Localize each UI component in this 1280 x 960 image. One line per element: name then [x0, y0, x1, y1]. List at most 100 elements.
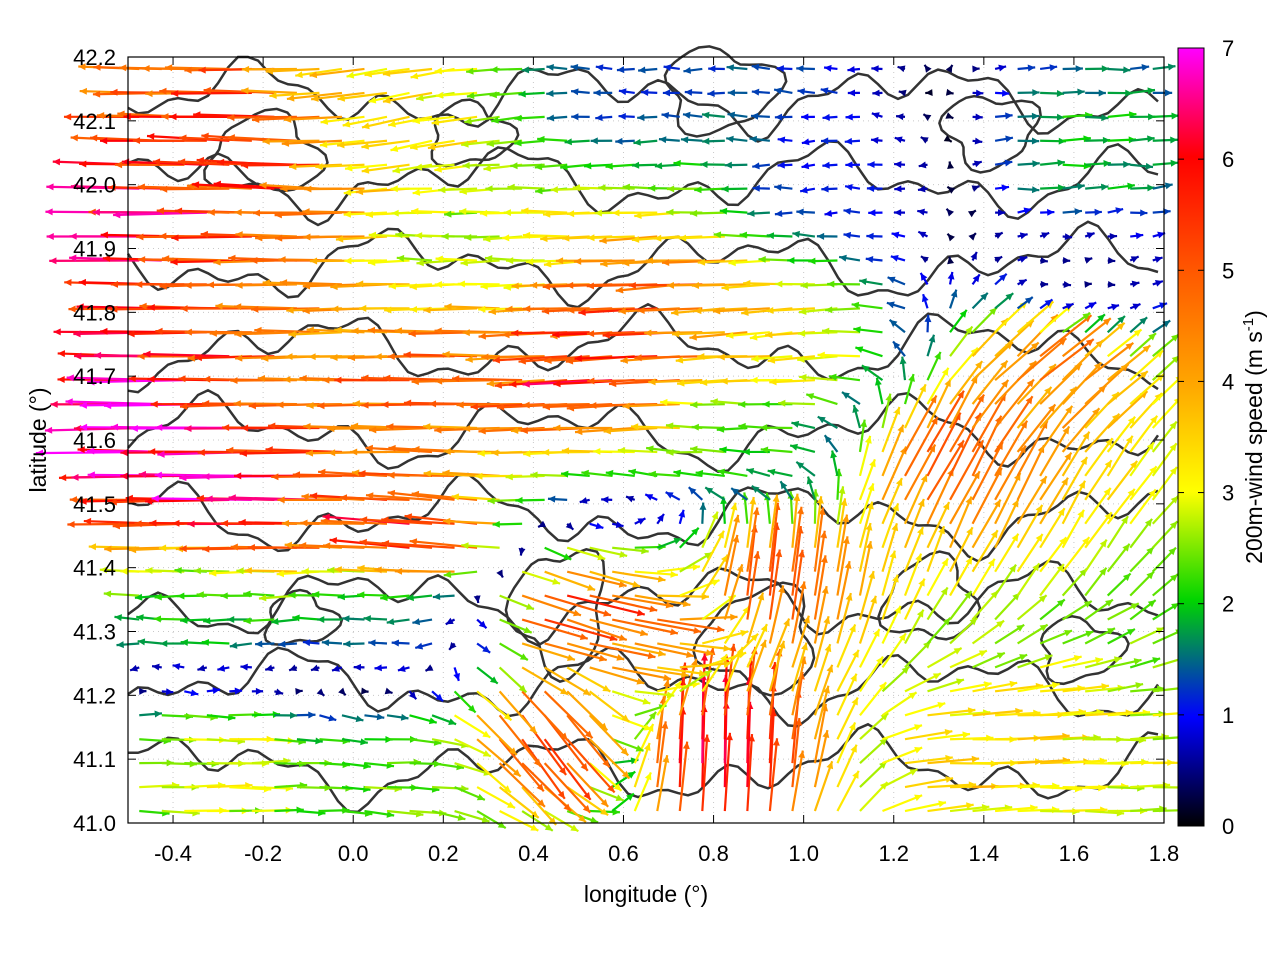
- wind-arrow: [243, 617, 275, 625]
- wind-arrow: [791, 642, 808, 692]
- wind-arrow: [461, 542, 500, 550]
- wind-arrow: [543, 690, 594, 739]
- wind-arrow: [217, 664, 230, 672]
- wind-arrow: [612, 757, 639, 765]
- wind-arrow: [589, 786, 624, 802]
- wind-arrow: [843, 231, 861, 239]
- wind-arrow: [498, 666, 528, 694]
- wind-arrow: [701, 734, 711, 812]
- wind-arrow: [288, 330, 343, 338]
- wind-arrow: [949, 393, 985, 453]
- wind-arrow: [1084, 341, 1135, 382]
- wind-arrow: [288, 664, 298, 672]
- wind-arrow: [926, 334, 936, 357]
- wind-arrow: [180, 639, 207, 646]
- wind-arrow: [691, 423, 725, 431]
- wind-arrow: [946, 233, 955, 242]
- wind-arrow: [319, 714, 337, 722]
- wind-arrow: [339, 494, 410, 502]
- wind-arrow: [566, 714, 611, 768]
- wind-arrow: [695, 469, 725, 477]
- wind-arrow: [103, 590, 140, 598]
- wind-arrow: [1062, 312, 1091, 334]
- wind-arrow: [971, 306, 998, 334]
- wind-arrow: [234, 330, 297, 338]
- wind-arrow: [725, 331, 770, 339]
- wind-arrow: [746, 468, 771, 477]
- wind-arrow: [795, 461, 816, 477]
- wind-arrow: [874, 377, 884, 405]
- wind-arrow: [648, 470, 680, 478]
- wind-arrow: [813, 585, 829, 644]
- wind-arrow: [836, 696, 859, 740]
- wind-arrow: [229, 687, 243, 695]
- wind-arrow: [882, 794, 923, 813]
- wind-arrow: [881, 446, 908, 501]
- wind-arrow: [750, 112, 770, 120]
- wind-arrow: [434, 67, 478, 75]
- wind-arrow: [726, 135, 748, 143]
- wind-arrow: [1016, 296, 1034, 310]
- wind-arrow: [838, 254, 861, 262]
- wind-arrow: [365, 492, 433, 501]
- wind-arrow: [334, 376, 410, 384]
- wind-arrow: [881, 574, 899, 620]
- wind-arrow: [431, 809, 466, 821]
- wind-arrow: [971, 273, 981, 286]
- wind-arrow: [411, 207, 455, 215]
- wind-arrow: [521, 207, 568, 215]
- wind-arrow: [203, 617, 230, 625]
- wind-arrow: [836, 673, 858, 716]
- wind-arrow: [774, 184, 793, 191]
- wind-arrow: [247, 543, 320, 551]
- wind-arrow: [971, 359, 1009, 405]
- wind-arrow: [904, 578, 926, 621]
- wind-arrow: [836, 744, 858, 788]
- wind-arrow: [355, 280, 410, 288]
- wind-arrow: [566, 786, 609, 817]
- wind-arrow: [384, 687, 393, 695]
- wind-arrow: [244, 567, 297, 575]
- wind-arrow: [971, 529, 999, 573]
- wind-arrow: [349, 448, 410, 456]
- wind-arrow: [1084, 459, 1113, 501]
- wind-arrow: [852, 404, 862, 429]
- wind-arrow: [435, 255, 478, 263]
- wind-arrow: [296, 737, 323, 745]
- wind-arrow: [1106, 435, 1134, 477]
- wind-arrow: [1129, 518, 1153, 549]
- colorbar-ticks: 0 1 2 3 4 5 6 7: [1178, 36, 1234, 839]
- wind-arrow: [359, 516, 433, 525]
- wind-arrow: [574, 426, 635, 436]
- wind-arrow: [588, 714, 630, 757]
- x-tick-label: 0.6: [608, 841, 639, 866]
- wind-arrow: [353, 663, 365, 671]
- wind-arrow: [498, 786, 540, 819]
- y-tick-label: 41.7: [73, 364, 116, 389]
- contour-line: [127, 472, 1159, 563]
- wind-arrow: [1062, 302, 1075, 310]
- wind-arrow: [390, 185, 433, 193]
- wind-arrow: [1062, 88, 1085, 96]
- wind-arrow: [240, 161, 320, 169]
- wind-arrow: [553, 424, 613, 432]
- wind-arrow: [444, 303, 500, 311]
- wind-arrow: [264, 664, 275, 672]
- wind-arrow: [806, 476, 816, 501]
- wind-arrow: [904, 444, 937, 501]
- wind-arrow: [288, 591, 320, 599]
- wind-arrow: [409, 139, 455, 151]
- wind-arrow: [968, 232, 977, 241]
- wind-arrow: [779, 480, 794, 501]
- wind-arrow: [967, 209, 977, 218]
- wind-arrow: [1039, 507, 1066, 549]
- wind-arrow: [337, 91, 388, 102]
- wind-arrow: [1106, 515, 1129, 549]
- wind-arrow: [544, 546, 572, 561]
- wind-arrow: [1017, 256, 1028, 263]
- wind-arrow: [1016, 562, 1041, 597]
- wind-arrow: [836, 592, 853, 644]
- wind-arrow: [830, 450, 839, 477]
- wind-arrow: [1129, 488, 1157, 525]
- wind-arrow: [927, 755, 980, 765]
